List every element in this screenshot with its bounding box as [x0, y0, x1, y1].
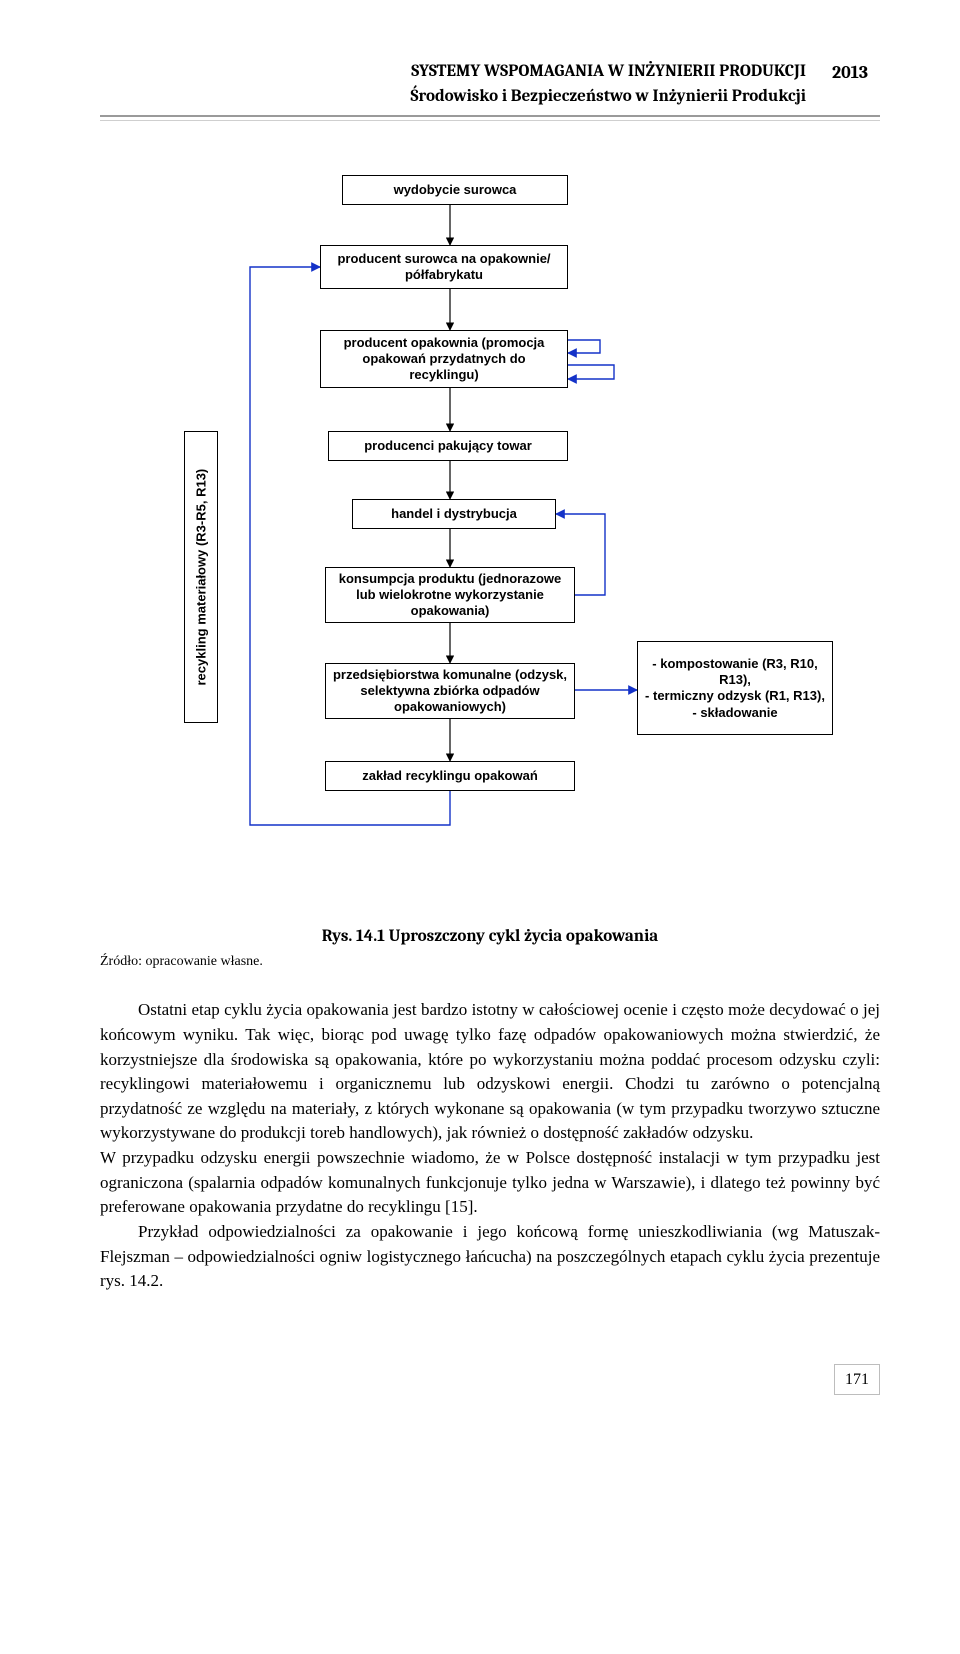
figure-caption: Rys. 14.1 Uproszczony cykl życia opakowa…: [100, 925, 880, 950]
node-przedsiebiorstwa-komunalne: przedsiębiorstwa komunalne (odzysk, sele…: [325, 663, 575, 719]
header-title-line1: SYSTEMY WSPOMAGANIA W INŻYNIERII PRODUKC…: [100, 60, 806, 85]
header-year: 2013: [820, 60, 880, 86]
node-zaklad-recyklingu: zakład recyklingu opakowań: [325, 761, 575, 791]
node-konsumpcja-produktu: konsumpcja produktu (jednorazowe lub wie…: [325, 567, 575, 623]
node-producent-surowca: producent surowca na opakownie/ półfabry…: [320, 245, 568, 289]
node-kompostowanie-odzysk: - kompostowanie (R3, R10, R13), - termic…: [637, 641, 833, 735]
body-paragraph-1: Ostatni etap cyklu życia opakowania jest…: [100, 998, 880, 1146]
body-paragraph-3: Przykład odpowiedzialności za opakowanie…: [100, 1220, 880, 1294]
lifecycle-flowchart: wydobycie surowca producent surowca na o…: [130, 175, 850, 895]
body-paragraph-2: W przypadku odzysku energii powszechnie …: [100, 1146, 880, 1220]
page-number: 171: [834, 1364, 880, 1395]
page-header: SYSTEMY WSPOMAGANIA W INŻYNIERII PRODUKC…: [100, 60, 880, 121]
node-recykling-materialowy-label: recykling materiałowy (R3-R5, R13): [193, 469, 209, 686]
header-title-line2: Środowisko i Bezpieczeństwo w Inżynierii…: [100, 85, 806, 110]
header-rule: [100, 115, 880, 121]
node-handel-dystrybucja: handel i dystrybucja: [352, 499, 556, 529]
node-producenci-pakujacy: producenci pakujący towar: [328, 431, 568, 461]
node-producent-opakownia: producent opakownia (promocja opakowań p…: [320, 330, 568, 388]
node-recykling-materialowy-sidebar: recykling materiałowy (R3-R5, R13): [184, 431, 218, 723]
figure-source: Źródło: opracowanie własne.: [100, 952, 880, 972]
node-wydobycie-surowca: wydobycie surowca: [342, 175, 568, 205]
